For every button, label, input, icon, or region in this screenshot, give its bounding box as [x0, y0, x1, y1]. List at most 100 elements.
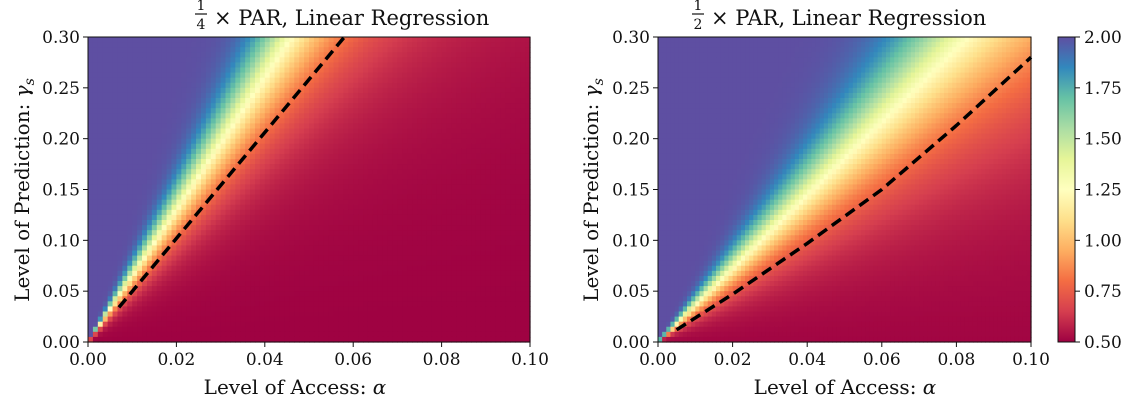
heatmap-cell [186, 265, 192, 272]
heatmap-cell [520, 240, 526, 247]
heatmap-cell [426, 189, 433, 196]
heatmap-cell [156, 281, 163, 287]
heatmap-cell [196, 92, 202, 99]
heatmap-cell [97, 255, 104, 262]
heatmap-cell [313, 143, 320, 150]
heatmap-cell [495, 72, 502, 79]
heatmap-cell [240, 164, 246, 170]
heatmap-cell [363, 184, 369, 191]
heatmap-cell [132, 199, 138, 206]
heatmap-cell [245, 214, 251, 221]
heatmap-cell [318, 306, 325, 313]
heatmap-cell [142, 174, 148, 180]
heatmap-cell [338, 189, 344, 196]
heatmap-cell [382, 306, 389, 313]
heatmap-cell [132, 291, 138, 297]
heatmap-cell [343, 286, 349, 292]
heatmap-cell [436, 52, 443, 58]
heatmap-cell [304, 214, 310, 221]
heatmap-cell [520, 159, 526, 165]
heatmap-cell [343, 138, 349, 145]
heatmap-cell [471, 225, 477, 231]
heatmap-cell [500, 42, 507, 48]
heatmap-cell [200, 77, 207, 84]
heatmap-cell [88, 286, 94, 292]
heatmap-cell [338, 306, 344, 313]
heatmap-cell [289, 98, 295, 104]
heatmap-cell [264, 209, 271, 216]
heatmap-cell [294, 281, 300, 287]
heatmap-cell [490, 123, 497, 130]
heatmap-cell [137, 189, 143, 196]
heatmap-cell [264, 148, 271, 155]
heatmap-cell [196, 301, 202, 308]
heatmap-cell [490, 62, 497, 69]
heatmap-cell [495, 286, 502, 292]
heatmap-cell [466, 123, 472, 130]
heatmap-cell [92, 118, 99, 125]
heatmap-cell [161, 113, 168, 119]
heatmap-cell [269, 169, 276, 175]
heatmap-cell [323, 235, 330, 241]
heatmap-cell [181, 148, 187, 155]
heatmap-cell [363, 275, 369, 282]
heatmap-cell [446, 255, 453, 262]
heatmap-cell [127, 143, 133, 150]
heatmap-cell [264, 159, 271, 165]
heatmap-cell [127, 67, 133, 74]
heatmap-cell [225, 113, 232, 119]
heatmap-cell [235, 67, 241, 74]
heatmap-cell [412, 270, 418, 277]
heatmap-cell [353, 37, 359, 43]
heatmap-cell [382, 37, 389, 43]
heatmap-cell [348, 52, 354, 58]
heatmap-cell [363, 123, 369, 130]
heatmap-cell [279, 214, 286, 221]
heatmap-cell [515, 260, 521, 267]
heatmap-cell [520, 260, 526, 267]
heatmap-cell [338, 204, 344, 211]
heatmap-cell [500, 286, 507, 292]
heatmap-cell [485, 62, 492, 69]
heatmap-cell [343, 265, 349, 272]
heatmap-cell [367, 291, 374, 297]
heatmap-cell [181, 316, 187, 323]
heatmap-cell [102, 103, 109, 109]
heatmap-cell [107, 103, 114, 109]
heatmap-cell [495, 123, 502, 130]
heatmap-cell [294, 37, 300, 43]
heatmap-cell [279, 281, 286, 287]
heatmap-cell [480, 265, 487, 272]
heatmap-cell [210, 148, 217, 155]
heatmap-cell [196, 118, 202, 125]
heatmap-cell [92, 235, 99, 241]
heatmap-cell [112, 37, 119, 43]
heatmap-cell [485, 220, 492, 226]
heatmap-cell [97, 235, 104, 241]
heatmap-cell [210, 174, 217, 180]
heatmap-cell [456, 52, 462, 58]
heatmap-cell [92, 230, 99, 236]
heatmap-cell [151, 174, 158, 180]
heatmap-cell [264, 62, 271, 69]
heatmap-cell [417, 67, 423, 74]
heatmap-cell [446, 67, 453, 74]
heatmap-cell [377, 250, 384, 257]
heatmap-cell [254, 235, 261, 241]
heatmap-cell [289, 148, 295, 155]
heatmap-cell [205, 42, 212, 48]
heatmap-cell [441, 128, 448, 135]
heatmap-cell [289, 62, 295, 69]
heatmap-cell [205, 250, 212, 257]
heatmap-cell [88, 179, 94, 186]
heatmap-cell [372, 296, 379, 302]
heatmap-cell [137, 235, 143, 241]
heatmap-cell [333, 108, 340, 114]
heatmap-cell [161, 108, 168, 114]
heatmap-cell [102, 67, 109, 74]
heatmap-cell [269, 275, 276, 282]
heatmap-cell [210, 52, 217, 58]
heatmap-cell [215, 230, 222, 236]
heatmap-cell [225, 77, 232, 84]
heatmap-cell [235, 47, 241, 53]
